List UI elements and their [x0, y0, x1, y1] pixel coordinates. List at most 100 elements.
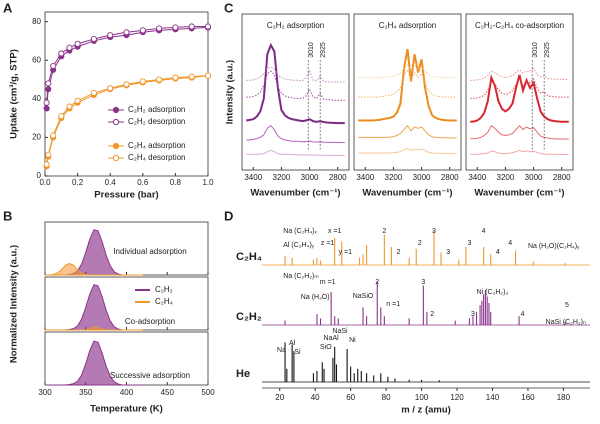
- peak-marker-label: 3010: [308, 42, 315, 58]
- data-point: [204, 23, 212, 30]
- x-axis-label: Pressure (bar): [94, 190, 158, 201]
- peak-annotation: 5: [565, 302, 569, 309]
- series-line: [46, 26, 209, 109]
- x-tick-label: 3200: [385, 173, 403, 182]
- data-point: [66, 103, 73, 110]
- legend-label: C₂H₂ adsorption: [128, 105, 185, 114]
- peak-marker-label: 3010: [532, 42, 539, 58]
- peak-annotation: Na (H₂O): [301, 294, 330, 301]
- x-axis-label: Wavenumber (cm⁻¹): [250, 188, 340, 199]
- peak-annotation: 2: [430, 311, 434, 318]
- subplot-annotation: Successive adsorption: [110, 371, 190, 380]
- x-tick-label: 400: [120, 388, 134, 397]
- x-tick-label: 0.0: [39, 178, 51, 187]
- peak-annotation: n =1: [386, 301, 400, 308]
- x-tick-label: 0.6: [137, 178, 149, 187]
- spectrum: [246, 125, 345, 144]
- data-point: [188, 73, 195, 80]
- data-point: [74, 97, 81, 104]
- y-axis-label: Uptake (cm³/g, STP): [9, 49, 20, 139]
- y-tick-label: 80: [32, 17, 41, 26]
- panel-label: D: [224, 208, 233, 223]
- area: [45, 326, 143, 331]
- x-axis-label: m / z (amu): [401, 405, 451, 416]
- peak-marker-label: 2925: [320, 42, 327, 58]
- area: [45, 340, 143, 386]
- data-point: [58, 113, 65, 120]
- legend-marker: [112, 142, 120, 150]
- peak-annotation: 4: [508, 240, 512, 247]
- legend-label: C₂H₄ desorption: [128, 153, 186, 162]
- legend-marker: [112, 154, 120, 162]
- subplot-title: C₂H₂ adsorption: [267, 21, 324, 30]
- x-tick-label: 140: [486, 393, 500, 402]
- peak-annotation: x =1: [328, 228, 342, 235]
- x-tick-label: 500: [201, 388, 215, 397]
- subplot-frame: [241, 13, 350, 171]
- data-point: [90, 35, 97, 43]
- legend-label: C₂H₄ adsorption: [128, 141, 186, 150]
- subplot-annotation: Co-adsorption: [125, 317, 175, 326]
- x-tick-label: 0.2: [72, 178, 84, 187]
- data-point: [107, 32, 114, 39]
- peak-annotation: y =1: [339, 249, 353, 256]
- spectrum: [358, 124, 457, 139]
- subplot-frame: [353, 13, 462, 171]
- x-tick-label: 3000: [301, 173, 319, 182]
- trace-label: He: [236, 368, 250, 380]
- peak-annotation: Na (C₂H₄)ₓ: [283, 228, 317, 235]
- y-tick-label: 20: [32, 133, 41, 142]
- data-point: [107, 85, 114, 92]
- area: [45, 262, 143, 276]
- data-point: [43, 161, 50, 168]
- x-tick-label: 2800: [441, 173, 459, 182]
- peak-annotation: NaSi: [332, 328, 348, 335]
- panel-label: B: [3, 208, 12, 223]
- x-tick-label: 3200: [497, 173, 515, 182]
- x-tick-label: 2800: [553, 173, 571, 182]
- x-tick-label: 40: [311, 393, 320, 402]
- x-tick-label: 1.0: [202, 178, 214, 187]
- spectrum: [358, 68, 457, 98]
- subplot-title: C₂H₂-C₂H₄ co-adsorption: [475, 21, 564, 30]
- spectrum: [470, 149, 569, 156]
- x-axis-label: Wavenumber (cm⁻¹): [362, 188, 452, 199]
- spectrum: [358, 63, 457, 79]
- x-axis-label: Temperature (K): [90, 404, 163, 415]
- peak-annotation: Ni: [349, 337, 356, 344]
- data-point: [123, 29, 130, 36]
- spectrum: [470, 124, 569, 140]
- x-tick-label: 300: [38, 388, 52, 397]
- spectrum: [470, 74, 569, 123]
- x-tick-label: 0.4: [105, 178, 117, 187]
- panel-label: C: [224, 0, 234, 15]
- data-point: [43, 99, 50, 106]
- x-tick-label: 60: [346, 393, 355, 402]
- data-point: [50, 132, 57, 139]
- data-point: [172, 74, 179, 81]
- data-point: [188, 23, 195, 30]
- x-tick-label: 160: [521, 393, 535, 402]
- peak-annotation: Na: [277, 347, 286, 354]
- peak-annotation: 3: [471, 311, 475, 318]
- x-tick-label: 3200: [273, 173, 291, 182]
- peak-annotation: Na (H₂O)(C₂H₄)ᵧ: [528, 243, 580, 250]
- peak-marker-label: 2925: [544, 42, 551, 58]
- peak-annotation: Ni (C₂H₂)₃: [477, 289, 509, 296]
- subplot-frame: [465, 13, 574, 171]
- y-axis-label: Normalized Intensity (a.u.): [9, 245, 20, 363]
- data-point: [50, 62, 57, 70]
- legend-label: C₂H₂ desorption: [128, 117, 185, 126]
- x-tick-label: 2800: [329, 173, 347, 182]
- trace-label: C₂H₄: [236, 251, 262, 263]
- panel-label: A: [3, 0, 13, 15]
- y-tick-label: 40: [32, 94, 41, 103]
- peak-annotation: Al: [289, 340, 296, 347]
- peak-annotation: 3: [446, 249, 450, 256]
- peak-annotation: Na (C₂H₂)ₘ: [283, 273, 318, 280]
- spectrum: [358, 147, 457, 155]
- peak-annotation: 3: [432, 228, 436, 235]
- data-point: [123, 81, 130, 88]
- subplot-title: C₂H₄ adsorption: [379, 21, 437, 30]
